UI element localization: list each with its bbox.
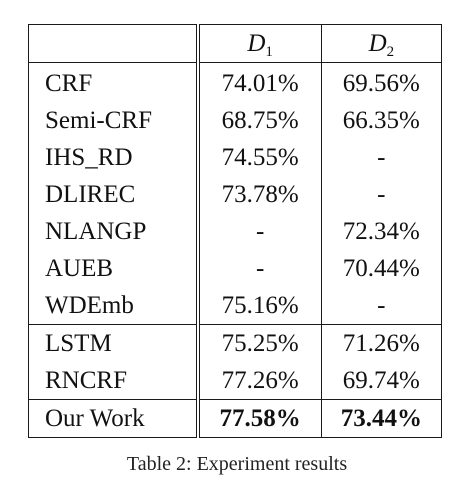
table-row: DLIREC 73.78% - xyxy=(29,176,442,213)
table-row: Our Work 77.58% 73.44% xyxy=(28,399,442,438)
method-cell: CRF xyxy=(45,70,93,97)
method-cell: AUEB xyxy=(45,255,114,282)
header-d2-sub: 2 xyxy=(386,44,395,60)
table-row: RNCRF 77.26% 69.74% xyxy=(29,362,442,400)
method-cell: LSTM xyxy=(28,324,198,362)
d2-cell: 66.35% xyxy=(320,102,442,139)
method-cell: WDEmb xyxy=(45,292,134,319)
d2-cell: - xyxy=(320,287,442,325)
header-d1-sub: 1 xyxy=(265,44,273,60)
header-d2: D2 xyxy=(320,24,442,63)
d2-cell: 70.44% xyxy=(320,250,442,287)
table-row: LSTM 75.25% 71.26% xyxy=(28,324,442,362)
d2-cell-best: 73.44% xyxy=(320,399,442,438)
header-d1-base: D xyxy=(247,30,266,57)
d2-cell: 69.56% xyxy=(320,62,442,102)
table-row: NLANGP - 72.34% xyxy=(29,213,442,250)
results-table: D1 D2 CRF 74.01% 69.56% Semi-CRF 68.75% … xyxy=(28,24,442,438)
d2-cell: - xyxy=(320,139,442,176)
baseline-group: CRF 74.01% 69.56% Semi-CRF 68.75% 66.35%… xyxy=(29,62,442,325)
d2-cell: - xyxy=(320,176,442,213)
method-cell: NLANGP xyxy=(45,218,147,245)
method-cell: DLIREC xyxy=(45,181,136,208)
method-cell: Our Work xyxy=(28,399,198,438)
d2-cell: 71.26% xyxy=(320,324,442,362)
d1-cell: 75.16% xyxy=(195,287,322,325)
d1-cell: 75.25% xyxy=(195,324,322,362)
d1-cell: 77.26% xyxy=(195,362,322,400)
method-cell: RNCRF xyxy=(45,367,127,394)
neural-group: LSTM 75.25% 71.26% RNCRF 77.26% 69.74% xyxy=(28,324,442,400)
header-d2-base: D xyxy=(368,30,387,57)
d1-cell: 74.55% xyxy=(195,139,322,176)
header-method xyxy=(28,24,198,63)
d2-cell: 69.74% xyxy=(320,362,442,400)
method-cell: IHS_RD xyxy=(45,144,133,171)
our-work-group: Our Work 77.58% 73.44% xyxy=(28,399,442,438)
d2-cell: 72.34% xyxy=(320,213,442,250)
d1-cell-best: 77.58% xyxy=(195,399,322,438)
table-row: CRF 74.01% 69.56% xyxy=(29,62,442,102)
table-row: AUEB - 70.44% xyxy=(29,250,442,287)
table-row: IHS_RD 74.55% - xyxy=(29,139,442,176)
table-row: WDEmb 75.16% - xyxy=(29,287,442,325)
d1-cell: 73.78% xyxy=(195,176,322,213)
table-row: Semi-CRF 68.75% 66.35% xyxy=(29,102,442,139)
table-caption: Table 2: Experiment results xyxy=(126,453,348,475)
d1-cell: - xyxy=(195,250,322,287)
d1-cell: - xyxy=(195,213,322,250)
d1-cell: 68.75% xyxy=(195,102,322,139)
header-d1: D1 xyxy=(195,24,322,63)
d1-cell: 74.01% xyxy=(195,62,322,102)
method-cell: Semi-CRF xyxy=(45,107,152,134)
header-row: D1 D2 xyxy=(28,24,442,63)
